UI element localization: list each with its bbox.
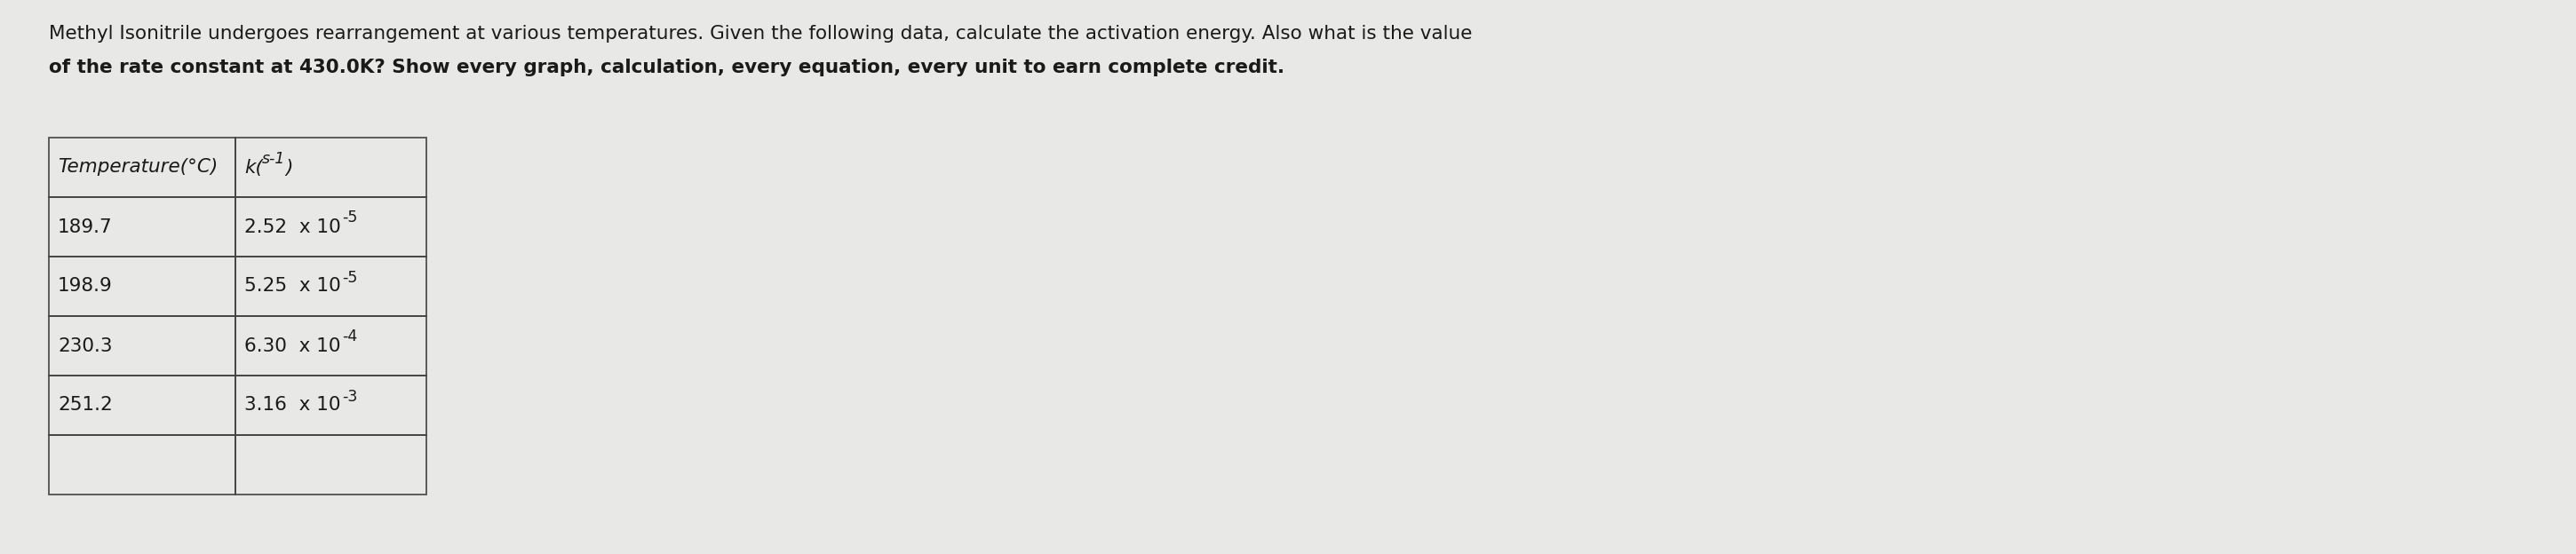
Text: 2.52  x 10: 2.52 x 10 [245, 218, 340, 235]
Bar [234, 197, 428, 257]
Text: of the rate constant at 430.0K? Show every graph, calculation, every equation, e: of the rate constant at 430.0K? Show eve… [49, 59, 1285, 76]
Bar [234, 257, 428, 316]
Text: 230.3: 230.3 [57, 337, 113, 355]
Text: Temperature(°C): Temperature(°C) [57, 158, 219, 176]
Bar [49, 257, 234, 316]
Bar [49, 137, 234, 197]
Bar [234, 137, 428, 197]
Bar [234, 316, 428, 376]
Text: 189.7: 189.7 [57, 218, 113, 235]
Bar [234, 376, 428, 435]
Text: k(: k( [245, 158, 263, 176]
Text: 6.30  x 10: 6.30 x 10 [245, 337, 340, 355]
Text: Methyl Isonitrile undergoes rearrangement at various temperatures. Given the fol: Methyl Isonitrile undergoes rearrangemen… [49, 25, 1473, 43]
Text: -3: -3 [343, 388, 358, 404]
Text: 251.2: 251.2 [57, 397, 113, 414]
Text: 198.9: 198.9 [57, 278, 113, 295]
Bar [49, 316, 234, 376]
Bar [49, 376, 234, 435]
Bar [49, 197, 234, 257]
Text: -4: -4 [343, 329, 358, 345]
Text: -5: -5 [343, 210, 358, 226]
Bar [49, 435, 234, 495]
Text: s-1: s-1 [263, 151, 286, 166]
Bar [234, 435, 428, 495]
Text: 5.25  x 10: 5.25 x 10 [245, 278, 340, 295]
Text: 3.16  x 10: 3.16 x 10 [245, 397, 340, 414]
Text: -5: -5 [343, 269, 358, 285]
Text: ): ) [286, 158, 294, 176]
